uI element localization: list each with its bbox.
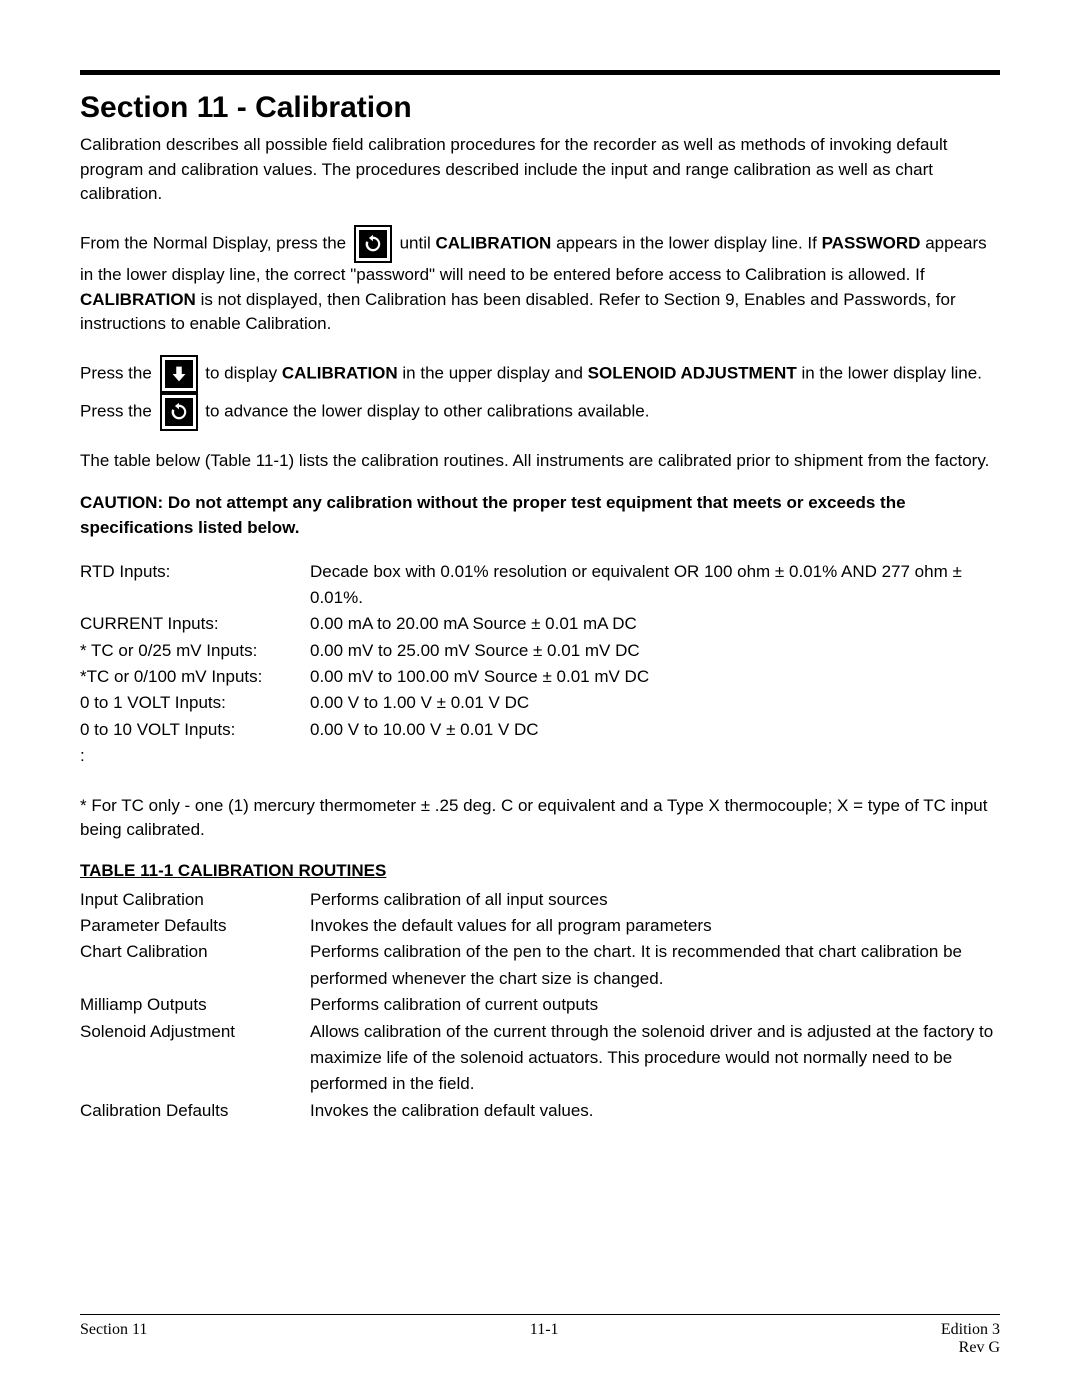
spec-label: 0 to 1 VOLT Inputs: [80, 690, 310, 716]
routine-label: Parameter Defaults [80, 913, 310, 939]
text: From the Normal Display, press the [80, 233, 351, 252]
spec-value [310, 743, 1000, 769]
spec-row: * TC or 0/25 mV Inputs:0.00 mV to 25.00 … [80, 638, 1000, 664]
footer-right: Edition 3 Rev G [941, 1321, 1000, 1357]
routine-row: Parameter DefaultsInvokes the default va… [80, 913, 1000, 939]
spec-label: * TC or 0/25 mV Inputs: [80, 638, 310, 664]
spec-value: Decade box with 0.01% resolution or equi… [310, 559, 1000, 612]
spec-row: *TC or 0/100 mV Inputs:0.00 mV to 100.00… [80, 664, 1000, 690]
spec-label: *TC or 0/100 mV Inputs: [80, 664, 310, 690]
spec-row: 0 to 1 VOLT Inputs:0.00 V to 1.00 V ± 0.… [80, 690, 1000, 716]
spec-label: CURRENT Inputs: [80, 611, 310, 637]
text: to display [205, 363, 282, 382]
routine-label: Milliamp Outputs [80, 992, 310, 1018]
text-bold: PASSWORD [822, 233, 921, 252]
routine-label: Calibration Defaults [80, 1098, 310, 1124]
spec-value: 0.00 mV to 25.00 mV Source ± 0.01 mV DC [310, 638, 1000, 664]
text-bold: CALIBRATION [435, 233, 551, 252]
routine-value: Performs calibration of all input source… [310, 887, 1000, 913]
spec-value: 0.00 V to 1.00 V ± 0.01 V DC [310, 690, 1000, 716]
spec-label: : [80, 743, 310, 769]
routine-row: Chart CalibrationPerforms calibration of… [80, 939, 1000, 992]
text-bold: CALIBRATION [80, 290, 196, 309]
paragraph-3: Press the to display CALIBRATION in the … [80, 355, 1000, 431]
spec-row: : [80, 743, 1000, 769]
footer-center: 11-1 [530, 1321, 559, 1357]
routine-label: Input Calibration [80, 887, 310, 913]
paragraph-4: The table below (Table 11-1) lists the c… [80, 449, 1000, 474]
text: appears in the lower display line. If [556, 233, 822, 252]
routine-value: Invokes the default values for all progr… [310, 913, 1000, 939]
spec-value: 0.00 mV to 100.00 mV Source ± 0.01 mV DC [310, 664, 1000, 690]
specs-table: RTD Inputs:Decade box with 0.01% resolut… [80, 559, 1000, 770]
spec-row: 0 to 10 VOLT Inputs:0.00 V to 10.00 V ± … [80, 717, 1000, 743]
spec-row: RTD Inputs:Decade box with 0.01% resolut… [80, 559, 1000, 612]
paragraph-2: From the Normal Display, press the until… [80, 225, 1000, 337]
text-bold: SOLENOID ADJUSTMENT [588, 363, 797, 382]
text-bold: CALIBRATION [282, 363, 398, 382]
text: to advance the lower display to other ca… [205, 401, 649, 420]
section-title: Section 11 - Calibration [80, 91, 1000, 125]
spec-label: RTD Inputs: [80, 559, 310, 612]
routine-value: Allows calibration of the current throug… [310, 1019, 1000, 1098]
text: in the upper display and [402, 363, 587, 382]
routines-table: Input CalibrationPerforms calibration of… [80, 887, 1000, 1124]
routine-row: Solenoid AdjustmentAllows calibration of… [80, 1019, 1000, 1098]
down-arrow-icon [160, 355, 198, 393]
routine-row: Input CalibrationPerforms calibration of… [80, 887, 1000, 913]
footer-rule [80, 1314, 1000, 1315]
routine-value: Performs calibration of the pen to the c… [310, 939, 1000, 992]
footer-edition: Edition 3 [941, 1321, 1000, 1339]
footer-rev: Rev G [941, 1339, 1000, 1357]
caution-paragraph: CAUTION: Do not attempt any calibration … [80, 491, 1000, 540]
spec-label: 0 to 10 VOLT Inputs: [80, 717, 310, 743]
footer-left: Section 11 [80, 1321, 147, 1357]
routine-label: Chart Calibration [80, 939, 310, 992]
top-rule [80, 70, 1000, 75]
routine-value: Performs calibration of current outputs [310, 992, 1000, 1018]
routine-value: Invokes the calibration default values. [310, 1098, 1000, 1124]
spec-value: 0.00 V to 10.00 V ± 0.01 V DC [310, 717, 1000, 743]
document-page: Section 11 - Calibration Calibration des… [0, 0, 1080, 1397]
text: is not displayed, then Calibration has b… [80, 290, 956, 334]
scroll-icon [354, 225, 392, 263]
tc-note: * For TC only - one (1) mercury thermome… [80, 794, 1000, 843]
page-footer: Section 11 11-1 Edition 3 Rev G [80, 1314, 1000, 1357]
routines-title: TABLE 11-1 CALIBRATION ROUTINES [80, 861, 1000, 881]
spec-value: 0.00 mA to 20.00 mA Source ± 0.01 mA DC [310, 611, 1000, 637]
routine-label: Solenoid Adjustment [80, 1019, 310, 1098]
text: until [400, 233, 436, 252]
routine-row: Calibration DefaultsInvokes the calibrat… [80, 1098, 1000, 1124]
routine-row: Milliamp OutputsPerforms calibration of … [80, 992, 1000, 1018]
intro-paragraph: Calibration describes all possible field… [80, 133, 1000, 207]
spec-row: CURRENT Inputs:0.00 mA to 20.00 mA Sourc… [80, 611, 1000, 637]
scroll-icon [160, 393, 198, 431]
text: Press the [80, 363, 157, 382]
